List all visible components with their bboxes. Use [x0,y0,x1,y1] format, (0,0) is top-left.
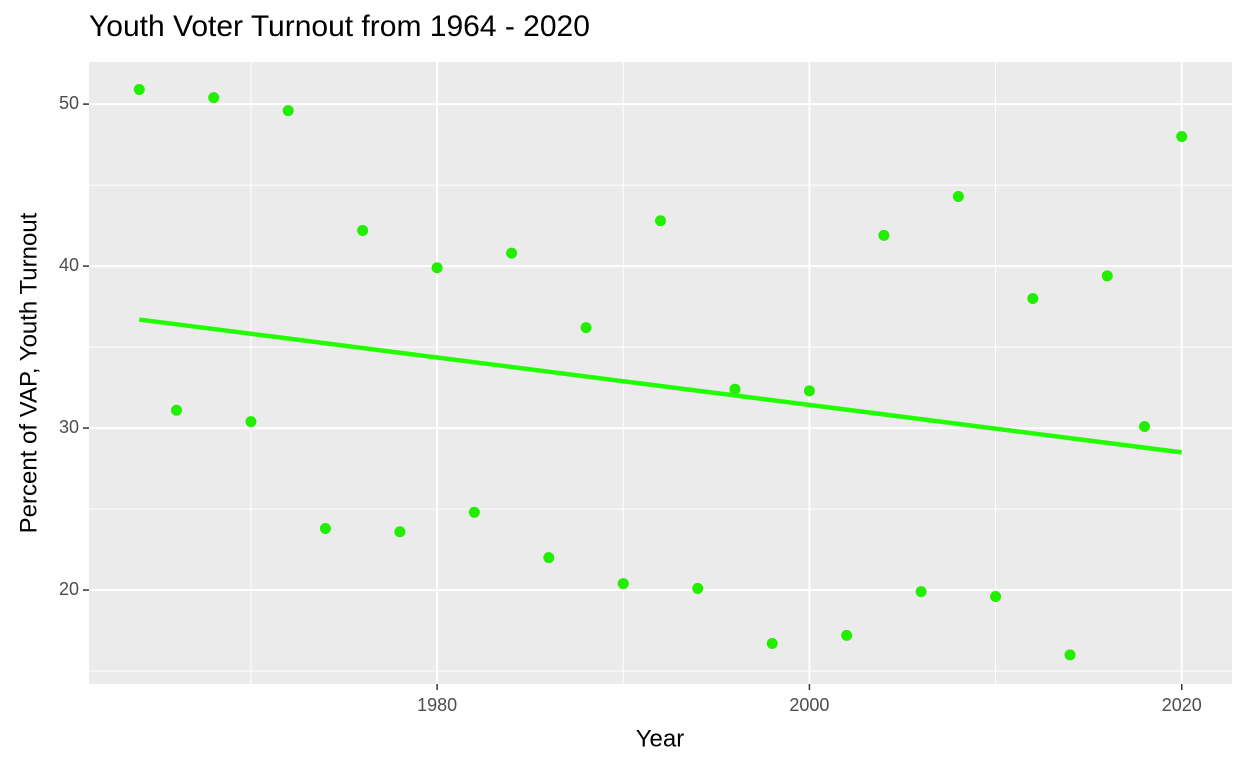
x-axis-label: Year [636,725,685,752]
trend-line [138,317,1183,455]
point [580,322,592,334]
y-tick-label: 20 [59,579,79,599]
point [803,385,815,397]
point [468,506,480,518]
point [617,578,629,590]
x-tick-label: 1980 [417,695,457,715]
point [692,582,704,594]
x-tick-label: 2020 [1162,695,1202,715]
panel [89,62,1232,684]
point [841,629,853,641]
point [1101,270,1113,282]
y-axis-label: Percent of VAP, Youth Turnout [15,212,42,533]
point [878,229,890,241]
point [1176,131,1188,143]
point [655,215,666,227]
point [245,416,257,428]
point [766,638,778,650]
point [1027,292,1039,304]
point [506,247,518,259]
point [319,523,331,534]
point [990,591,1002,603]
chart-title: Youth Voter Turnout from 1964 - 2020 [89,10,590,43]
point [729,383,741,395]
x-tick-label: 2000 [789,695,829,715]
point [431,262,443,274]
point [133,84,145,96]
y-tick-label: 40 [59,255,79,275]
point [1139,420,1151,432]
point [282,105,294,117]
point [915,586,927,598]
point [357,224,369,236]
point [543,552,555,564]
y-tick-label: 30 [59,417,79,437]
point [394,526,406,538]
y-tick-label: 50 [59,93,79,113]
point [170,404,182,416]
point [1064,649,1076,661]
point [952,190,964,202]
point [208,92,220,104]
